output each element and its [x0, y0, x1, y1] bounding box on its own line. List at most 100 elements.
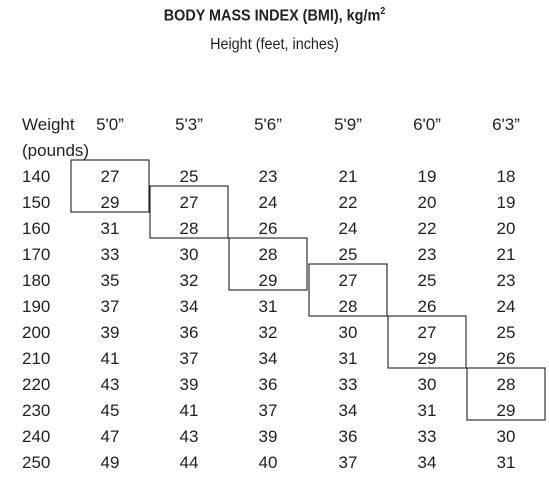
bmi-cell-value: 32	[180, 271, 199, 290]
bmi-cell-value: 41	[180, 401, 199, 420]
bmi-cell-value: 39	[101, 323, 120, 342]
bmi-cell-value: 31	[101, 219, 120, 238]
bmi-cell-value: 28	[259, 245, 278, 264]
row-weight-label: 150	[22, 193, 50, 212]
bmi-cell-value: 20	[418, 193, 437, 212]
bmi-cell-value: 39	[259, 427, 278, 446]
bmi-cell-value: 41	[101, 349, 120, 368]
bmi-cell-value: 27	[339, 271, 358, 290]
bmi-cell-value: 40	[259, 453, 278, 472]
bmi-cell-value: 27	[101, 167, 120, 186]
bmi-cell-value: 33	[101, 245, 120, 264]
bmi-cell-value: 29	[101, 193, 120, 212]
highlight-box	[228, 237, 308, 291]
bmi-cell-value: 30	[180, 245, 199, 264]
bmi-cell-value: 25	[339, 245, 358, 264]
bmi-cell-value: 23	[497, 271, 516, 290]
bmi-cell-value: 33	[339, 375, 358, 394]
row-weight-label: 170	[22, 245, 50, 264]
bmi-cell-value: 28	[180, 219, 199, 238]
bmi-cell-value: 36	[180, 323, 199, 342]
bmi-cell-value: 43	[180, 427, 199, 446]
chart-title: BODY MASS INDEX (BMI), kg/m2	[163, 6, 386, 25]
bmi-cell-value: 33	[418, 427, 437, 446]
row-header-unit: (pounds)	[22, 141, 89, 160]
highlight-box	[308, 263, 388, 317]
highlight-box	[466, 367, 546, 421]
bmi-cell-value: 34	[339, 401, 358, 420]
bmi-cell-value: 25	[418, 271, 437, 290]
row-weight-label: 180	[22, 271, 50, 290]
bmi-cell-value: 39	[180, 375, 199, 394]
bmi-cell-value: 21	[497, 245, 516, 264]
bmi-cell-value: 18	[497, 167, 516, 186]
bmi-cell-value: 31	[259, 297, 278, 316]
bmi-cell-value: 29	[418, 349, 437, 368]
bmi-cell-value: 21	[339, 167, 358, 186]
row-weight-label: 200	[22, 323, 50, 342]
bmi-cell-value: 31	[339, 349, 358, 368]
row-weight-label: 160	[22, 219, 50, 238]
bmi-cell-value: 37	[339, 453, 358, 472]
row-weight-label: 240	[22, 427, 50, 446]
column-header-height: 5'0”	[96, 115, 124, 134]
row-weight-label: 140	[22, 167, 50, 186]
bmi-cell-value: 30	[497, 427, 516, 446]
row-weight-label: 250	[22, 453, 50, 472]
bmi-cell-value: 37	[180, 349, 199, 368]
bmi-cell-value: 47	[101, 427, 120, 446]
bmi-cell-value: 19	[497, 193, 516, 212]
bmi-cell-value: 24	[259, 193, 278, 212]
bmi-cell-value: 26	[497, 349, 516, 368]
bmi-cell-value: 22	[339, 193, 358, 212]
bmi-cell-value: 32	[259, 323, 278, 342]
bmi-cell-value: 37	[101, 297, 120, 316]
bmi-cell-value: 37	[259, 401, 278, 420]
bmi-cell-value: 44	[180, 453, 199, 472]
bmi-cell-value: 22	[418, 219, 437, 238]
bmi-cell-value: 30	[418, 375, 437, 394]
highlight-box	[149, 185, 229, 239]
bmi-cell-value: 34	[418, 453, 437, 472]
bmi-cell-value: 49	[101, 453, 120, 472]
bmi-cell-value: 26	[259, 219, 278, 238]
row-weight-label: 190	[22, 297, 50, 316]
bmi-cell-value: 36	[339, 427, 358, 446]
bmi-cell-value: 31	[497, 453, 516, 472]
row-weight-label: 230	[22, 401, 50, 420]
highlight-box	[387, 315, 467, 369]
bmi-cell-value: 27	[180, 193, 199, 212]
bmi-cell-value: 25	[497, 323, 516, 342]
column-header-height: 5'6”	[254, 115, 282, 134]
bmi-cell-value: 26	[418, 297, 437, 316]
column-header-height: 6'3”	[492, 115, 520, 134]
bmi-cell-value: 28	[497, 375, 516, 394]
bmi-cell-value: 35	[101, 271, 120, 290]
column-header-height: 6'0”	[413, 115, 441, 134]
bmi-cell-value: 24	[339, 219, 358, 238]
bmi-cell-value: 34	[259, 349, 278, 368]
row-weight-label: 220	[22, 375, 50, 394]
bmi-cell-value: 34	[180, 297, 199, 316]
chart-subtitle: Height (feet, inches)	[210, 36, 339, 53]
bmi-cell-value: 29	[497, 401, 516, 420]
bmi-cell-value: 28	[339, 297, 358, 316]
bmi-cell-value: 20	[497, 219, 516, 238]
column-header-height: 5'3”	[175, 115, 203, 134]
bmi-cell-value: 25	[180, 167, 199, 186]
bmi-cell-value: 19	[418, 167, 437, 186]
row-header-weight: Weight	[22, 115, 75, 134]
highlight-box	[70, 159, 150, 213]
bmi-cell-value: 23	[259, 167, 278, 186]
bmi-cell-value: 36	[259, 375, 278, 394]
column-header-height: 5'9”	[334, 115, 362, 134]
bmi-cell-value: 24	[497, 297, 516, 316]
bmi-cell-value: 43	[101, 375, 120, 394]
bmi-cell-value: 31	[418, 401, 437, 420]
bmi-cell-value: 27	[418, 323, 437, 342]
bmi-cell-value: 23	[418, 245, 437, 264]
bmi-cell-value: 30	[339, 323, 358, 342]
bmi-cell-value: 45	[101, 401, 120, 420]
bmi-cell-value: 29	[259, 271, 278, 290]
